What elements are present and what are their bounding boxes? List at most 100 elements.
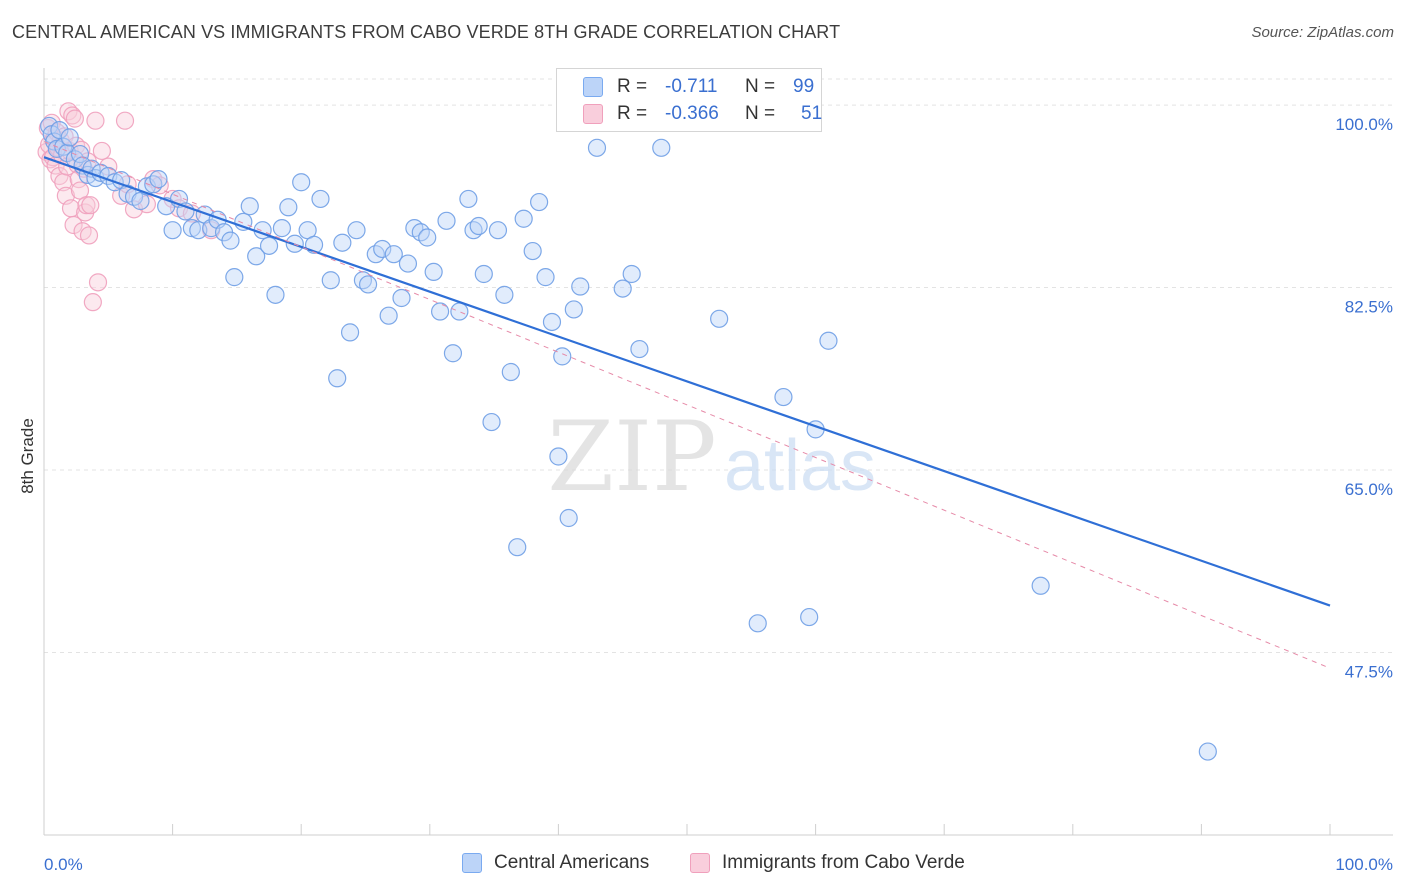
gridlines <box>44 78 1393 654</box>
legend-n-label: N = <box>745 76 776 97</box>
data-point <box>333 233 352 252</box>
watermark-atlas: atlas <box>724 426 876 506</box>
legend-r-value: -0.711 <box>665 76 718 97</box>
axes <box>43 68 1393 836</box>
data-point <box>622 264 641 284</box>
data-point <box>508 538 527 557</box>
watermark-zip: ZIP <box>547 401 716 513</box>
legend-n-label: N = <box>745 103 776 124</box>
legend-n-value: 51 <box>801 103 823 124</box>
data-point <box>549 447 568 466</box>
data-point <box>63 106 82 125</box>
data-point <box>347 221 366 240</box>
data-point <box>88 273 108 292</box>
data-point <box>1031 576 1050 595</box>
source-label: Source: ZipAtlas.com <box>1251 24 1394 41</box>
chart-title: CENTRAL AMERICAN VS IMMIGRANTS FROM CABO… <box>12 22 841 42</box>
data-point <box>379 306 398 325</box>
trendline-cabo-verde <box>43 141 1331 669</box>
legend-r-value: -0.366 <box>665 103 719 124</box>
data-point <box>384 245 403 264</box>
data-point <box>392 288 411 308</box>
trendline-central-americans <box>43 156 1331 607</box>
data-point <box>77 196 96 215</box>
data-point <box>514 209 533 228</box>
legend-swatch-pink <box>690 853 710 873</box>
data-point <box>1198 742 1217 761</box>
data-point <box>710 309 729 328</box>
data-point <box>272 219 292 238</box>
data-point <box>437 211 456 230</box>
y-tick-labels: 100.0% 82.5% 65.0% 47.5% <box>1335 115 1393 681</box>
data-point <box>311 189 330 209</box>
legend-swatch-blue <box>462 853 482 873</box>
data-point <box>613 279 632 298</box>
data-point <box>536 268 555 287</box>
data-point <box>398 254 418 273</box>
legend-item-cabo-verde[interactable]: Immigrants from Cabo Verde <box>690 852 965 874</box>
data-point <box>64 215 83 235</box>
data-point <box>482 412 501 432</box>
legend-n-value: 99 <box>793 76 815 97</box>
data-point <box>523 241 542 261</box>
trendlines <box>43 141 1331 669</box>
legend-r-label: R = <box>617 76 648 97</box>
data-point <box>115 111 135 130</box>
data-point <box>652 138 671 157</box>
data-point <box>328 369 347 388</box>
data-point <box>65 109 84 128</box>
data-point <box>495 285 514 304</box>
data-point <box>279 198 298 217</box>
data-point <box>259 236 279 255</box>
data-point <box>501 362 520 382</box>
data-point <box>559 508 578 528</box>
data-point <box>266 285 285 304</box>
stats-legend: R = -0.711 N = 99 R = -0.366 N = 51 <box>556 68 822 132</box>
data-point <box>774 387 793 407</box>
data-point <box>86 111 105 130</box>
data-point <box>630 339 649 359</box>
data-point <box>469 216 488 236</box>
data-point <box>748 614 767 633</box>
data-point <box>443 344 463 363</box>
data-point <box>225 268 244 287</box>
data-point <box>60 128 79 147</box>
data-point <box>221 231 240 250</box>
data-point <box>150 176 169 195</box>
data-point <box>542 312 562 332</box>
legend-row-central-americans: R = -0.711 N = 99 <box>557 74 814 100</box>
data-point <box>373 239 392 259</box>
legend-item-central-americans[interactable]: Central Americans <box>462 852 649 874</box>
data-point <box>530 192 549 212</box>
data-point <box>571 277 590 296</box>
x-tick-label-max: 100.0% <box>1335 855 1393 874</box>
data-point <box>240 197 259 216</box>
data-point <box>800 607 819 627</box>
data-point <box>92 141 111 161</box>
x-tick-label-min: 0.0% <box>44 855 83 874</box>
legend-label: Central Americans <box>494 852 650 873</box>
data-point <box>149 170 168 189</box>
series-central-americans <box>40 116 1217 761</box>
series-legend: Central Americans Immigrants from Cabo V… <box>0 852 1406 878</box>
y-tick-label: 100.0% <box>1335 115 1393 134</box>
data-point <box>79 226 99 245</box>
data-point <box>163 221 182 240</box>
y-tick-label: 82.5% <box>1345 298 1393 317</box>
data-point <box>459 189 478 209</box>
data-point <box>418 228 437 247</box>
data-point <box>358 275 378 294</box>
data-point <box>474 264 493 284</box>
data-point <box>424 262 443 282</box>
data-point <box>587 138 607 157</box>
data-point <box>564 300 583 319</box>
data-point <box>450 302 469 321</box>
data-point <box>247 247 266 266</box>
data-point <box>340 323 360 342</box>
data-point <box>83 293 102 312</box>
legend-row-cabo-verde: R = -0.366 N = 51 <box>557 101 822 127</box>
data-point <box>819 331 838 350</box>
legend-swatch-pink <box>583 104 603 124</box>
data-point <box>488 221 508 240</box>
